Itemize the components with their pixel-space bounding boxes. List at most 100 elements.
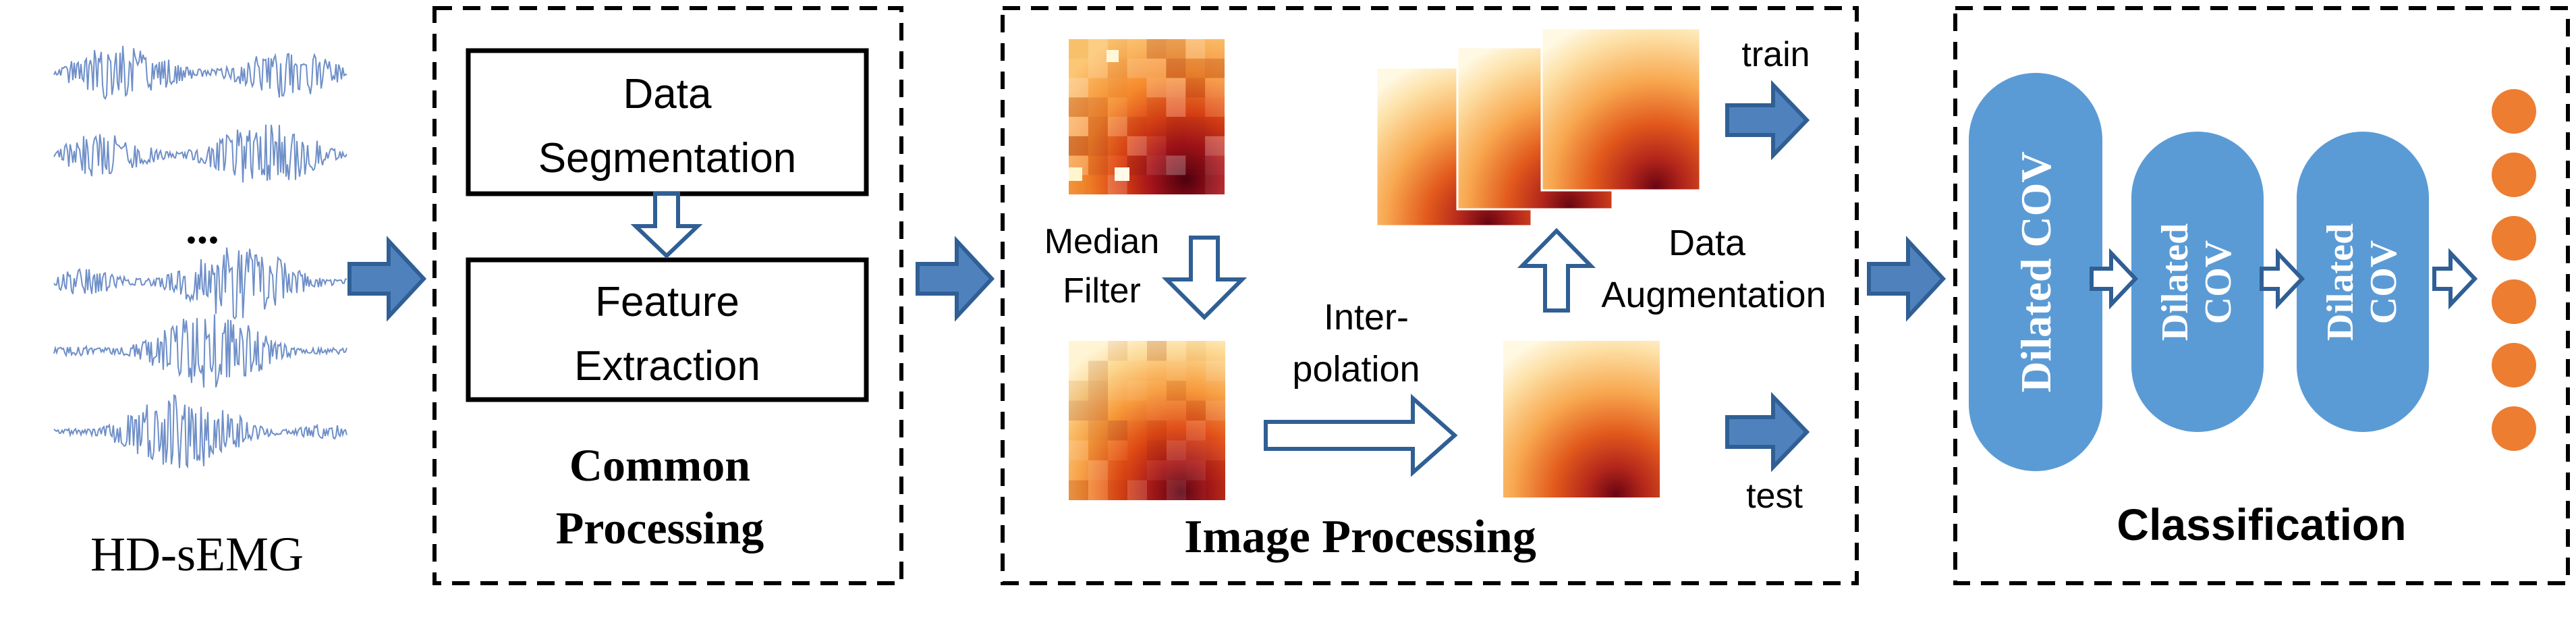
output-node bbox=[2492, 153, 2536, 197]
heatmap-pixel bbox=[1206, 480, 1225, 500]
heatmap-pixel bbox=[1167, 440, 1186, 460]
dilated-cov-block-1-label: Dilated COV bbox=[2012, 151, 2060, 392]
feature-extraction-label-1: Feature bbox=[595, 279, 739, 325]
heatmap-pixel bbox=[1206, 460, 1225, 481]
step-arrow-down bbox=[630, 192, 703, 259]
output-node-group bbox=[2492, 89, 2536, 451]
augmented-heatmap-stack bbox=[1375, 27, 1702, 227]
arrow-group bbox=[347, 80, 2478, 477]
dilated-cov-block-2-label-2: COV bbox=[2197, 240, 2239, 324]
heatmap-pixel bbox=[1069, 460, 1088, 481]
heatmap-pixel bbox=[1147, 381, 1167, 401]
heatmap-pixel bbox=[1166, 175, 1186, 195]
heatmap-pixel bbox=[1088, 58, 1108, 78]
heatmap-pixel bbox=[1147, 460, 1167, 481]
feature-extraction-box bbox=[466, 257, 869, 402]
heatmap-pixel bbox=[1088, 97, 1108, 117]
heatmap-pixel bbox=[1185, 136, 1206, 156]
heatmap-pixel bbox=[1186, 361, 1206, 381]
heatmap-pixel bbox=[1069, 341, 1088, 361]
heatmap-pixel bbox=[1069, 78, 1088, 98]
heatmap-pixel bbox=[1167, 400, 1186, 421]
augmentation-arrow bbox=[1517, 227, 1596, 313]
heatmap-pixel bbox=[1206, 360, 1225, 381]
heatmap-pixel bbox=[1166, 58, 1186, 78]
emg-signal-group bbox=[53, 45, 347, 469]
heatmap-pixel bbox=[1127, 97, 1147, 117]
heatmap-pixel bbox=[1108, 361, 1127, 381]
heatmap-pixel bbox=[1127, 460, 1147, 481]
heatmap-pixel bbox=[1127, 441, 1147, 461]
heatmap-pixel bbox=[1186, 421, 1206, 441]
heatmap-pixel bbox=[1108, 381, 1127, 401]
data-augmentation-label-2: Augmentation bbox=[1601, 275, 1826, 315]
heatmap-pixel bbox=[1069, 136, 1088, 156]
heatmap-pixel bbox=[1185, 78, 1206, 98]
ellipsis-text: ... bbox=[186, 204, 219, 253]
heatmap-pixel bbox=[1127, 117, 1147, 136]
heatmap-pixel bbox=[1146, 117, 1167, 136]
interpolation-arrow bbox=[1264, 394, 1458, 477]
block-arrow-3 bbox=[2432, 248, 2478, 310]
heatmap-pixel bbox=[1167, 421, 1186, 441]
interpolation-label-2: polation bbox=[1292, 349, 1420, 389]
heatmap-pixel bbox=[1127, 175, 1147, 194]
flow-arrow-image bbox=[1867, 236, 1947, 322]
image-processing-frame bbox=[1001, 6, 1859, 585]
heatmap-pixel bbox=[1205, 97, 1225, 117]
interpolation-label-1: Inter- bbox=[1324, 297, 1409, 338]
block-arrow-2 bbox=[2260, 248, 2305, 310]
flow-arrow-input bbox=[347, 236, 427, 322]
heatmap-pixel bbox=[1088, 400, 1108, 421]
dilated-cov-block-2 bbox=[2131, 132, 2264, 432]
block-arrow-1 bbox=[2090, 248, 2139, 310]
emg-signal-trace bbox=[53, 314, 347, 388]
emg-signal-trace bbox=[53, 45, 347, 101]
heatmap-pixel bbox=[1088, 117, 1108, 136]
dilated-cov-block-1 bbox=[1969, 73, 2102, 471]
heatmap-pixel bbox=[1088, 440, 1108, 460]
heatmap-pixel bbox=[1108, 480, 1127, 500]
heatmap-pixel bbox=[1205, 39, 1225, 59]
heatmap-pixel bbox=[1205, 78, 1225, 98]
heatmap-pixel bbox=[1185, 175, 1205, 194]
heatmap-pixel bbox=[1205, 58, 1225, 78]
heatmap-pixel bbox=[1147, 480, 1167, 500]
heatmap-pixel bbox=[1069, 97, 1088, 117]
heatmap-pixel bbox=[1166, 155, 1186, 176]
heatmap-pixel bbox=[1185, 58, 1206, 78]
heatmap-pixel bbox=[1185, 97, 1206, 117]
train-label: train bbox=[1741, 35, 1810, 74]
heatmap-pixel bbox=[1088, 175, 1108, 194]
heatmap-pixel bbox=[1088, 460, 1108, 481]
feature-extraction-label-2: Extraction bbox=[574, 343, 760, 389]
heatmap-pixel bbox=[1205, 175, 1225, 195]
common-processing-title-1: Common bbox=[569, 439, 750, 491]
image-processing-title: Image Processing bbox=[1184, 511, 1536, 563]
heatmap-pixel bbox=[1127, 401, 1147, 421]
median-filter-label-2: Filter bbox=[1063, 271, 1141, 310]
flow-arrow-common bbox=[916, 236, 995, 322]
heatmap-pixel bbox=[1127, 39, 1147, 59]
heatmap-pixel bbox=[1186, 481, 1206, 501]
heatmap-pixel bbox=[1069, 400, 1088, 421]
data-augmentation-label-1: Data bbox=[1669, 223, 1746, 263]
heatmap-pixel bbox=[1147, 361, 1167, 381]
heatmap-pixel bbox=[1069, 480, 1088, 500]
heatmap-pixel bbox=[1088, 136, 1108, 156]
heatmap-pixel bbox=[1127, 421, 1147, 441]
output-node bbox=[2492, 406, 2536, 451]
interpolated-heatmap bbox=[1503, 341, 1660, 497]
heatmap-pixel bbox=[1185, 39, 1206, 59]
heatmap-pixel bbox=[1127, 341, 1147, 361]
heatmap-pixel bbox=[1147, 440, 1167, 460]
heatmap-pixel bbox=[1186, 381, 1206, 401]
heatmap-pixel bbox=[1069, 381, 1088, 401]
heatmap-pixel bbox=[1166, 117, 1186, 136]
heatmap-pixel bbox=[1107, 97, 1127, 117]
heatmap-pixel bbox=[1185, 117, 1206, 136]
heatmap-pixel bbox=[1146, 58, 1167, 78]
dilated-cov-block-3-label-2: COV bbox=[2363, 240, 2405, 324]
heatmap-pixel bbox=[1088, 480, 1108, 500]
